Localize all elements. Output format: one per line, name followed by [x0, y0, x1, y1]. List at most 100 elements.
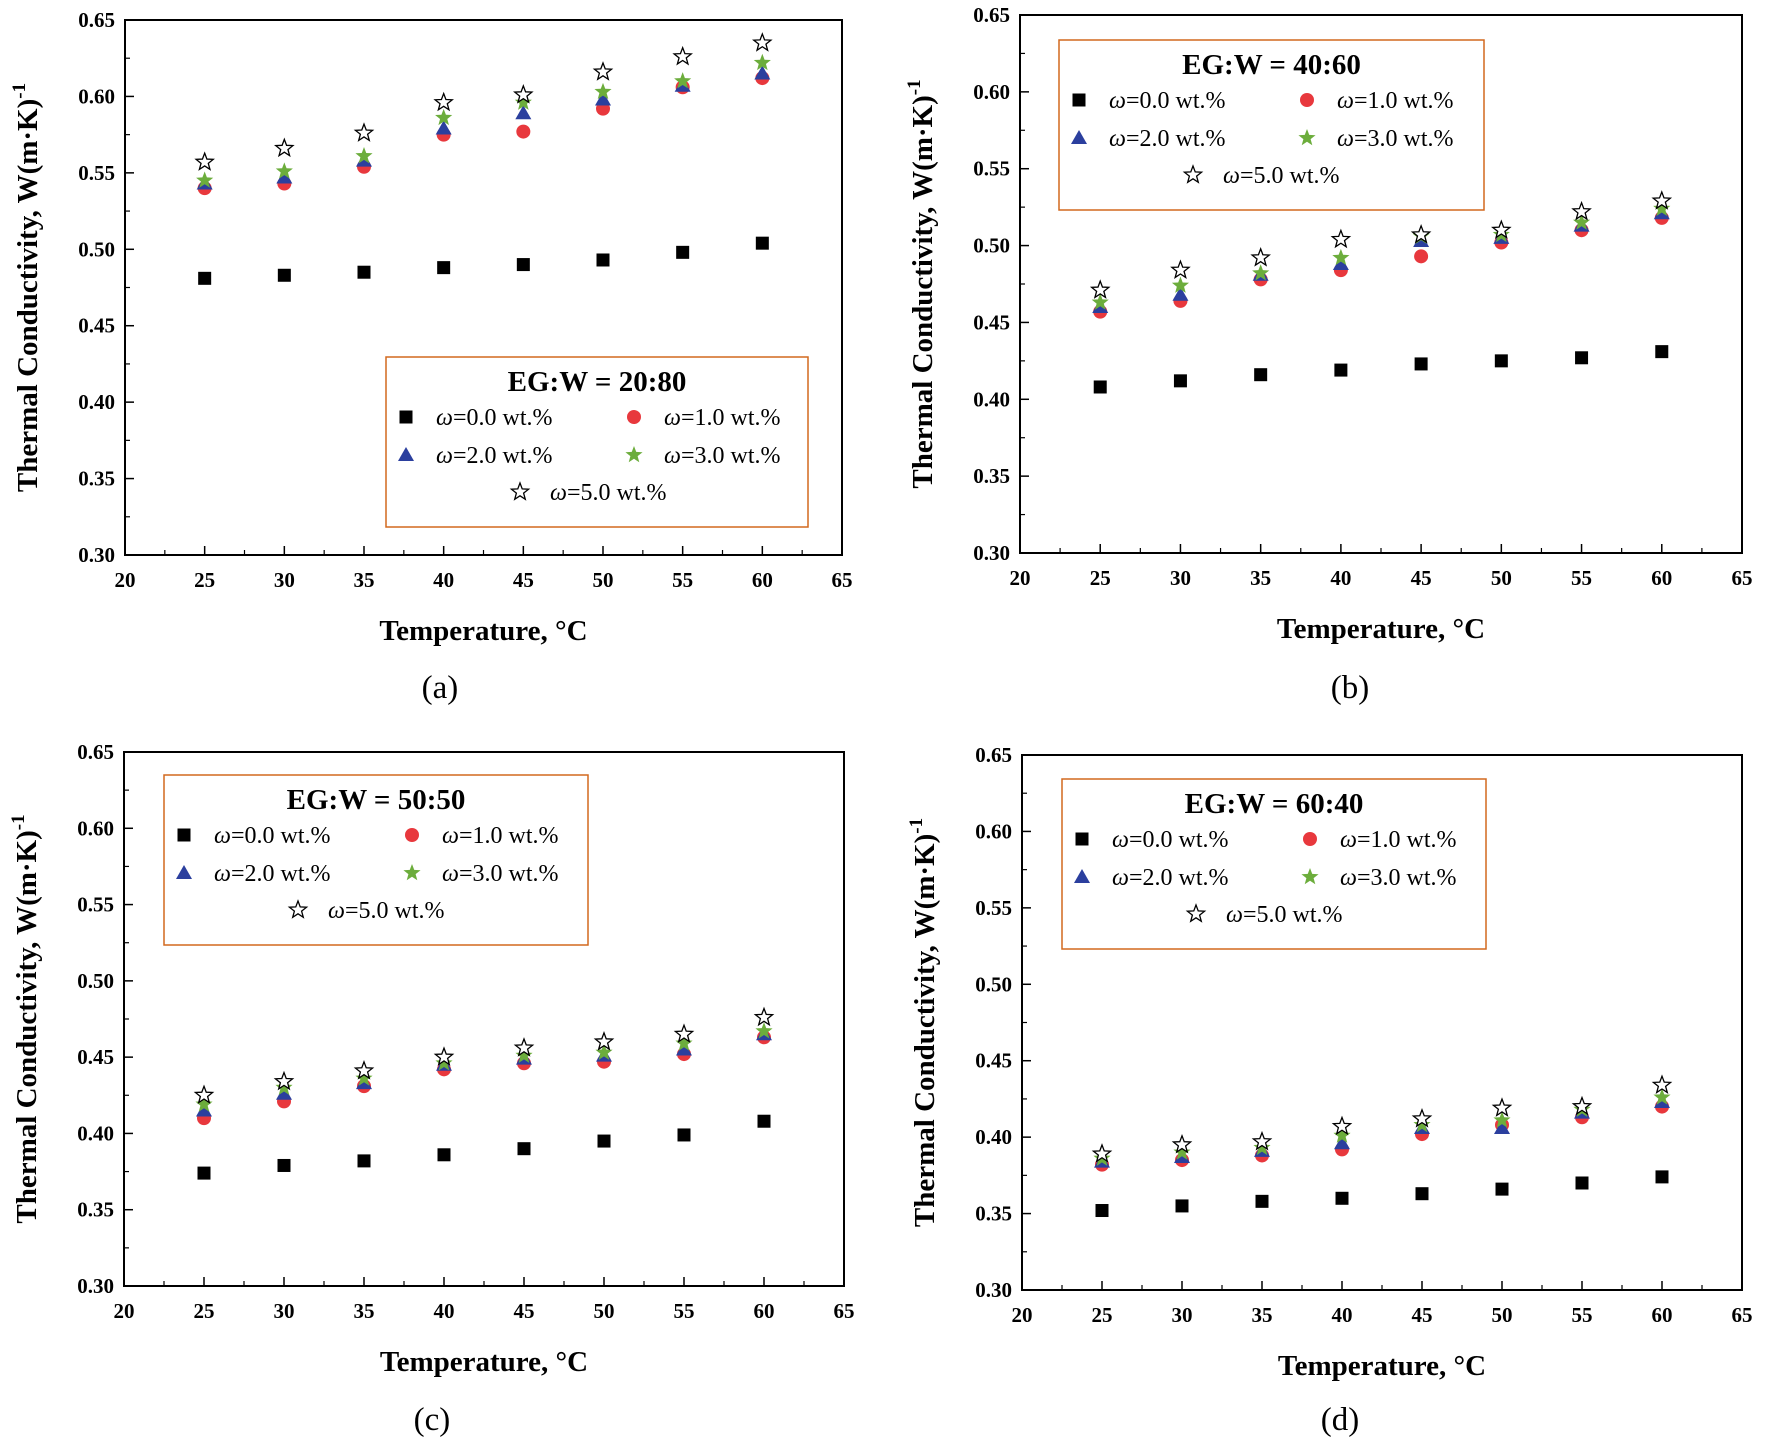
data-point [755, 1022, 773, 1039]
y-tick-label: 0.50 [77, 969, 114, 993]
x-tick-label: 35 [1250, 566, 1271, 590]
data-point [1573, 213, 1591, 230]
legend-label-symbol: ω [328, 898, 345, 924]
y-tick-label: 0.60 [975, 819, 1012, 843]
y-tick-label: 0.65 [78, 8, 115, 32]
data-point [1411, 1107, 1433, 1128]
series-3 [1093, 1088, 1671, 1166]
legend-label-text: =5.0 wt.% [567, 480, 667, 506]
legend-label-text: =3.0 wt.% [681, 443, 781, 469]
data-point [1655, 1170, 1669, 1184]
legend-label-symbol: ω [550, 480, 567, 506]
data-point [1414, 357, 1428, 371]
chart-panel-d: 20 25 30 35 40 45 50 55 60 65 0.30 0.35 0.40 0.45 0.50… [906, 743, 1753, 1438]
legend-marker [176, 865, 192, 879]
legend-label: ω=1.0 wt.% [1337, 88, 1453, 114]
x-tick-label: 20 [1010, 566, 1031, 590]
legend-label: ω=1.0 wt.% [664, 405, 780, 431]
data-point [677, 1128, 691, 1142]
legend-label-text: =1.0 wt.% [1354, 88, 1454, 114]
data-point [1571, 1095, 1593, 1116]
data-point [595, 1043, 613, 1060]
panel-label: (d) [1321, 1402, 1359, 1438]
data-point [1491, 219, 1512, 239]
y-tick-label: 0.50 [78, 237, 115, 261]
data-point [1413, 1115, 1431, 1133]
data-point [1091, 1143, 1113, 1163]
y-axis-title-superscript: -1 [906, 818, 927, 834]
y-tick-label: 0.40 [78, 390, 115, 414]
data-point [1251, 1130, 1273, 1151]
x-tick-label: 55 [1572, 1303, 1593, 1327]
data-point [196, 1102, 212, 1117]
legend-label-symbol: ω [442, 861, 459, 887]
x-axis-title: Temperature, °C [379, 615, 587, 647]
legend-label-text: =3.0 wt.% [1357, 865, 1457, 891]
legend-label-text: =0.0 wt.% [231, 823, 331, 849]
y-tick-label: 0.55 [77, 893, 114, 917]
data-point [435, 120, 452, 135]
y-tick-label: 0.40 [975, 1125, 1012, 1149]
x-tick-label: 45 [1411, 566, 1432, 590]
x-tick-label: 65 [1732, 1303, 1753, 1327]
legend-label-text: =2.0 wt.% [1129, 865, 1229, 891]
y-tick-label: 0.40 [77, 1121, 114, 1145]
x-tick-label: 60 [754, 1299, 775, 1323]
legend-marker [509, 481, 531, 501]
legend-marker [1185, 903, 1207, 923]
data-point [433, 1046, 455, 1066]
y-tick-label: 0.55 [975, 896, 1012, 920]
data-point [353, 122, 375, 142]
x-tick-label: 40 [433, 568, 454, 592]
y-axis-title-text: Thermal Conductivity, W(m·K) [907, 95, 939, 488]
legend-label-text: =1.0 wt.% [1357, 827, 1457, 853]
data-point [1653, 199, 1671, 216]
data-point [1170, 259, 1191, 279]
data-point [754, 65, 771, 80]
legend-label-symbol: ω [1337, 88, 1354, 114]
data-point [277, 268, 291, 282]
legend-marker [1303, 832, 1317, 846]
data-point [1171, 276, 1189, 293]
x-tick-label: 25 [1090, 566, 1111, 590]
x-tick-label: 55 [1571, 566, 1592, 590]
x-tick-label: 40 [1332, 1303, 1353, 1327]
series-4 [193, 1006, 775, 1105]
legend-title: EG:W = 60:40 [1185, 788, 1364, 820]
data-point [435, 1054, 453, 1071]
data-point [275, 162, 293, 179]
data-point [755, 236, 769, 250]
data-point [513, 1037, 535, 1057]
y-tick-label: 0.35 [973, 464, 1010, 488]
legend-label: ω=3.0 wt.% [664, 443, 780, 469]
data-point [1255, 1194, 1269, 1208]
x-tick-label: 40 [1330, 566, 1351, 590]
legend-label: ω=0.0 wt.% [1109, 88, 1225, 114]
data-point [1571, 200, 1592, 221]
legend-label-symbol: ω [442, 823, 459, 849]
legend-label: ω=5.0 wt.% [550, 480, 666, 506]
legend-marker [1301, 868, 1319, 885]
legend-label-text: =1.0 wt.% [681, 405, 781, 431]
legend-marker [1075, 832, 1089, 846]
data-point [515, 1046, 533, 1063]
x-tick-label: 35 [1252, 1303, 1273, 1327]
data-point [1332, 256, 1349, 271]
data-point [193, 1084, 215, 1105]
x-axis-title: Temperature, °C [1278, 1350, 1486, 1382]
legend-label-symbol: ω [436, 405, 453, 431]
series-0 [198, 236, 769, 285]
x-tick-label: 20 [114, 1299, 135, 1323]
y-axis-title-text: Thermal Conductivity, W(m·K) [909, 834, 941, 1227]
data-point [1335, 1191, 1349, 1205]
y-tick-label: 0.35 [78, 467, 115, 491]
y-tick-label: 0.65 [973, 3, 1010, 27]
x-tick-label: 55 [674, 1299, 695, 1323]
data-point [357, 1154, 371, 1168]
legend-label-symbol: ω [1112, 827, 1129, 853]
y-axis-title-superscript: -1 [904, 79, 925, 95]
data-point [515, 105, 532, 120]
x-tick-label: 30 [274, 568, 295, 592]
data-point [1493, 1111, 1511, 1128]
data-point [1651, 190, 1673, 210]
